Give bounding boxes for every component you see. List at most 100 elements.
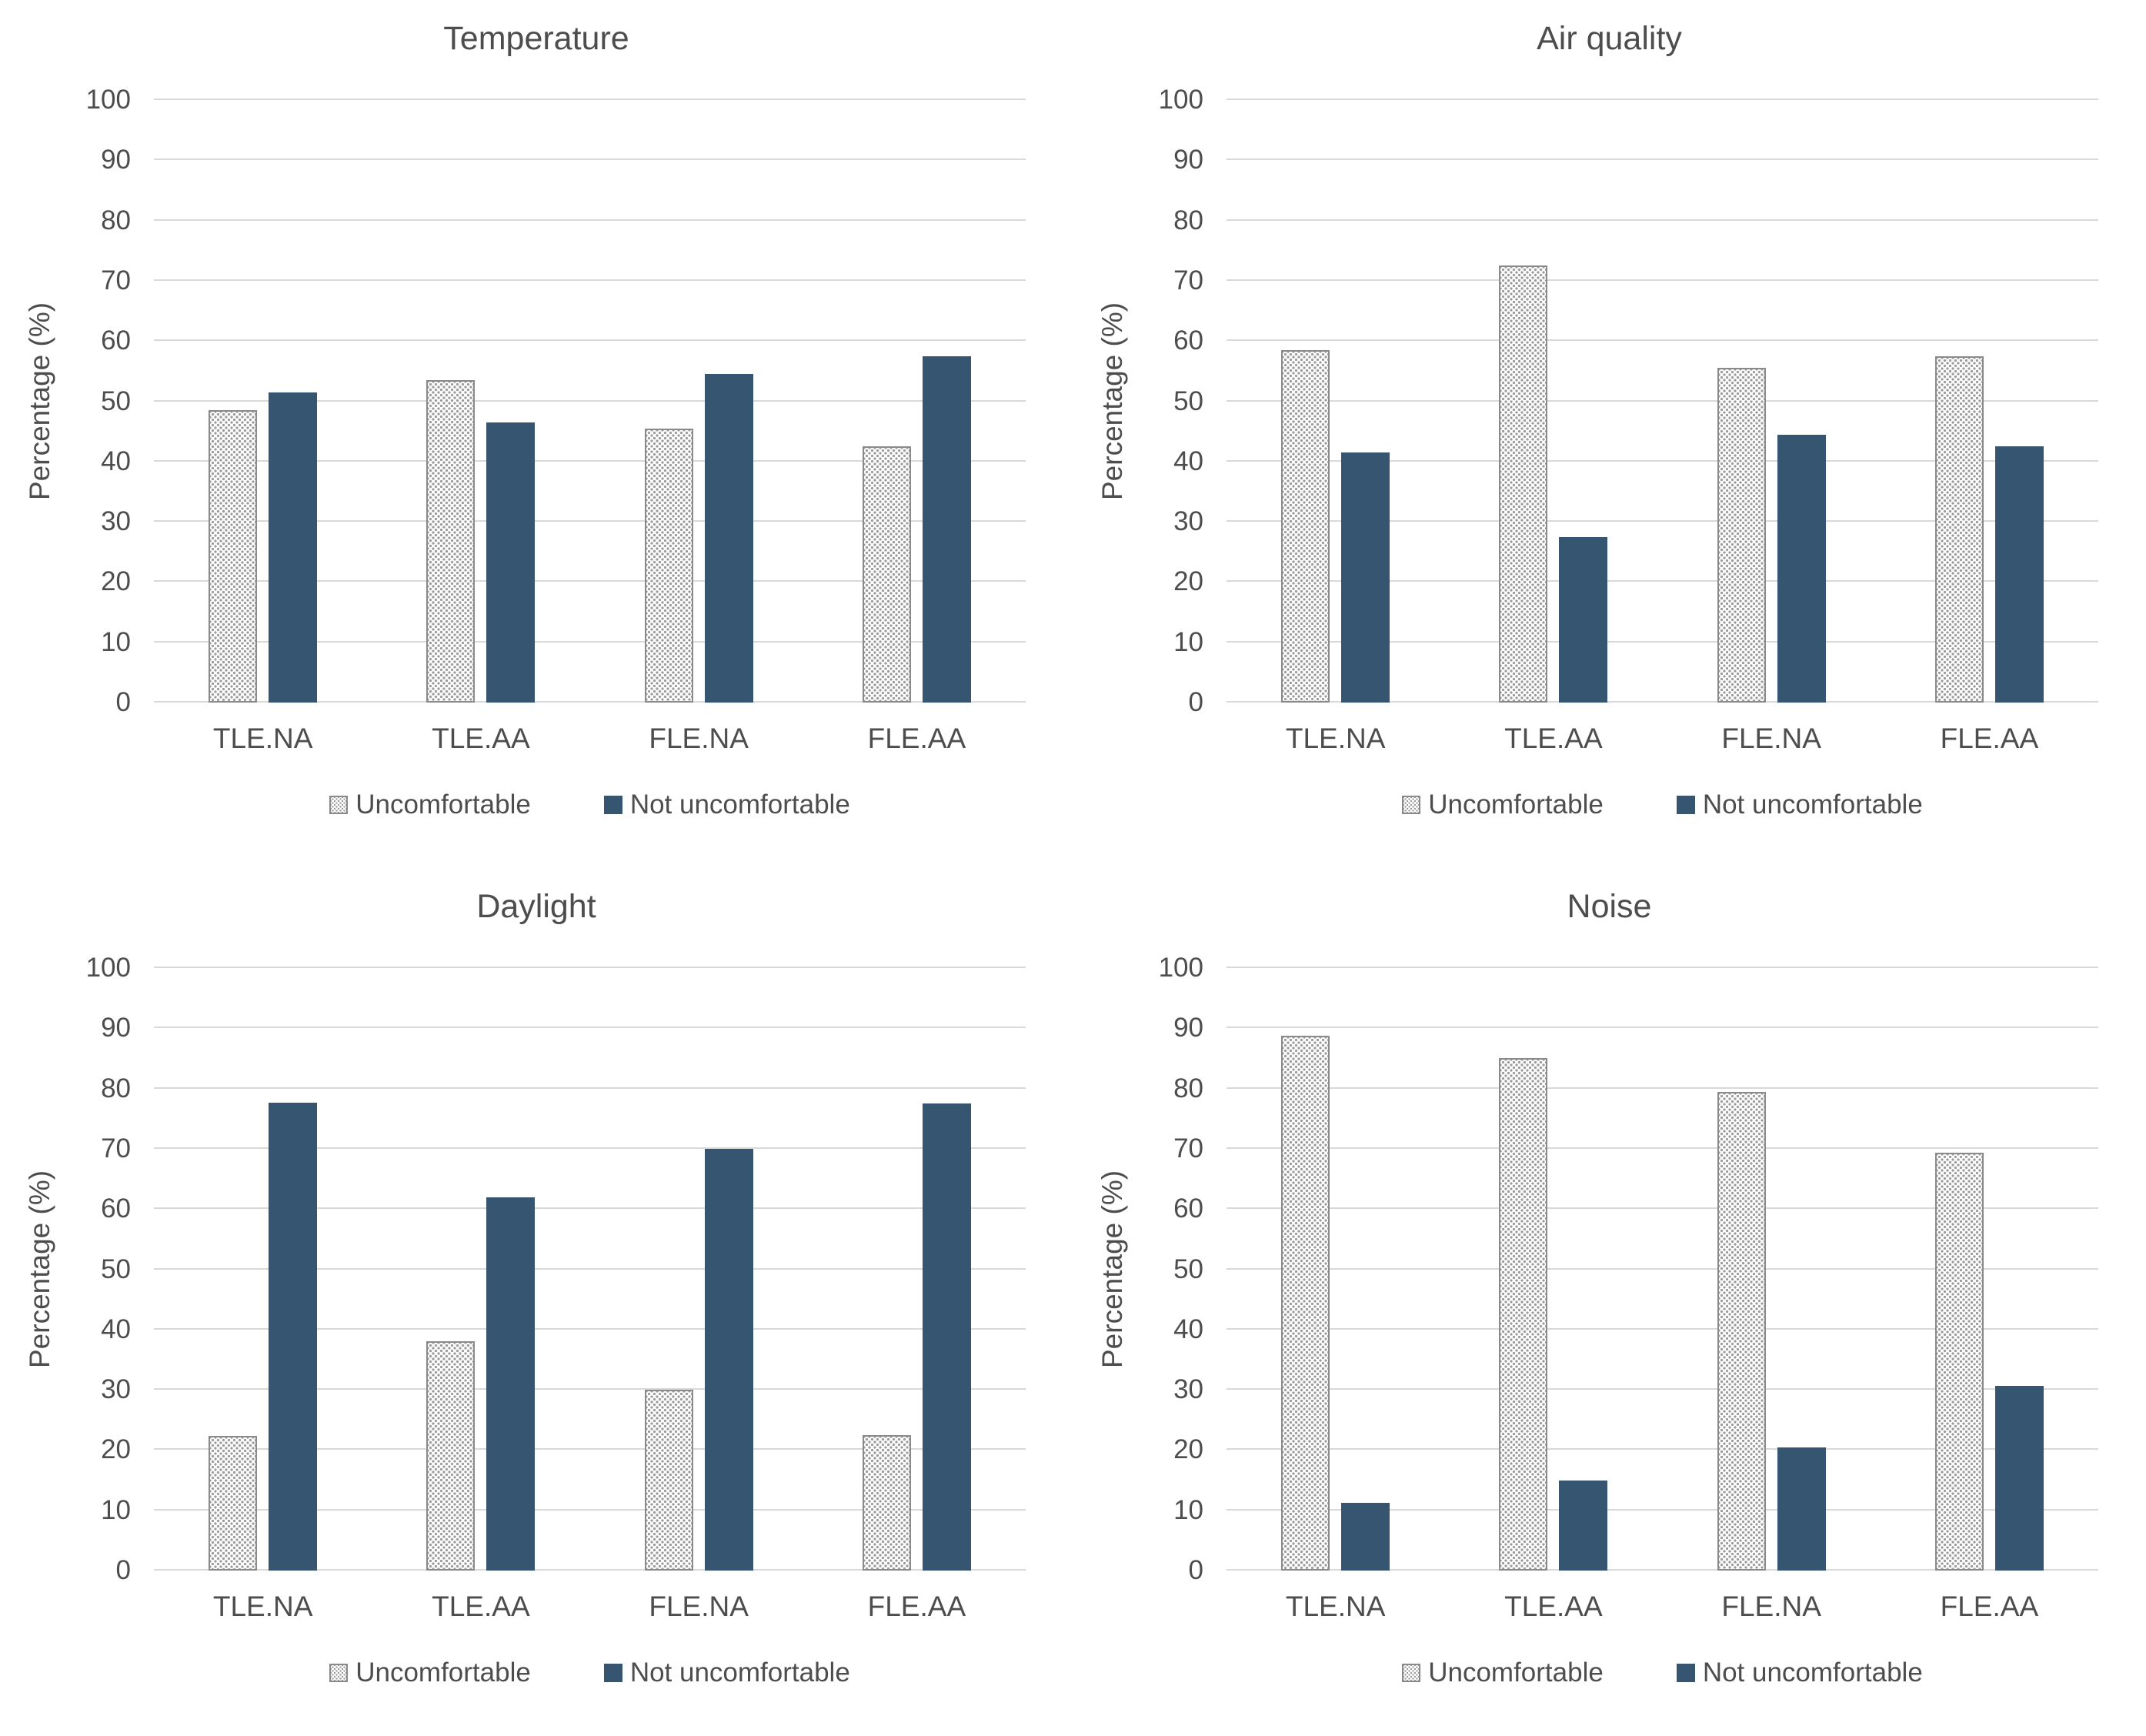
y-tick-label: 0: [115, 687, 131, 717]
bar-uncomfortable-tle-aa: [1499, 1058, 1548, 1571]
legend-item-not-uncomfortable: Not uncomfortable: [1676, 1658, 1923, 1688]
y-tick-label: 20: [101, 566, 131, 597]
bar-not-uncomfortable-fle-aa: [1994, 446, 2044, 703]
grid-line: [154, 1448, 1026, 1451]
bar-uncomfortable-fle-aa: [1934, 356, 1984, 703]
legend-label: Uncomfortable: [355, 1658, 531, 1688]
grid-line: [154, 1207, 1026, 1210]
x-axis-label-tle-na: TLE.NA: [212, 1591, 313, 1622]
chart-panel-temperature: Temperature Percentage (%) 0 10 20 30 40 50 60…: [0, 0, 1073, 868]
bar-uncomfortable-tle-aa: [1499, 265, 1548, 703]
grid-line: [1227, 1267, 2098, 1270]
bar-uncomfortable-fle-na: [1717, 368, 1766, 703]
legend-item-uncomfortable: Uncomfortable: [1402, 790, 1604, 820]
y-tick-label: 10: [1173, 626, 1203, 657]
legend-label: Not uncomfortable: [629, 1658, 850, 1688]
grid-line: [154, 279, 1026, 281]
x-axis-labels: TLE.NA TLE.AA FLE.NA FLE.AA: [1227, 1590, 2098, 1624]
grid-line: [154, 580, 1026, 583]
bar-uncomfortable-fle-aa: [862, 446, 911, 703]
bar-groups: [154, 968, 1026, 1571]
y-tick-label: 20: [1173, 566, 1203, 597]
bar-uncomfortable-fle-na: [644, 1390, 693, 1571]
y-tick-label: 70: [101, 265, 131, 295]
bar-groups: [1227, 968, 2098, 1571]
grid-line: [1227, 459, 2098, 462]
grid-line: [1227, 1388, 2098, 1390]
grid-line: [1227, 1207, 2098, 1210]
y-tick-label: 30: [1173, 506, 1203, 537]
x-axis-label-fle-na: FLE.NA: [1721, 1591, 1821, 1622]
y-tick-label: 80: [101, 1073, 131, 1103]
grid-line: [1227, 701, 2098, 703]
grid-line: [1227, 580, 2098, 583]
bar-not-uncomfortable-tle-na: [1341, 1502, 1390, 1571]
y-tick-label: 40: [101, 446, 131, 476]
y-tick-label: 50: [1173, 1254, 1203, 1284]
legend-label: Uncomfortable: [1428, 790, 1604, 820]
y-tick-label: 90: [101, 1013, 131, 1043]
bar-group-fle-aa: [1881, 968, 2098, 1571]
grid-line: [1227, 966, 2098, 968]
y-tick-label: 100: [85, 85, 131, 115]
y-tick-label: 0: [1188, 687, 1203, 717]
legend-item-not-uncomfortable: Not uncomfortable: [603, 1658, 850, 1688]
bar-group-tle-aa: [1444, 968, 1662, 1571]
legend-item-not-uncomfortable: Not uncomfortable: [603, 790, 850, 820]
x-axis-label-fle-na: FLE.NA: [649, 1591, 749, 1622]
bar-not-uncomfortable-tle-aa: [1559, 536, 1608, 703]
x-axis-labels: TLE.NA TLE.AA FLE.NA FLE.AA: [1227, 722, 2098, 756]
y-tick-label: 30: [1173, 1374, 1203, 1405]
grid-line: [154, 966, 1026, 968]
bar-not-uncomfortable-tle-aa: [486, 1197, 536, 1571]
x-axis-label-fle-na: FLE.NA: [649, 723, 749, 754]
grid-line: [154, 1267, 1026, 1270]
x-axis-label-tle-aa: TLE.AA: [1504, 723, 1603, 754]
grid-line: [1227, 399, 2098, 402]
y-tick-label: 20: [101, 1434, 131, 1465]
grid-line: [1227, 1087, 2098, 1089]
grid-line: [1227, 1448, 2098, 1451]
grid-line: [154, 640, 1026, 643]
y-tick-label: 70: [1173, 1133, 1203, 1163]
y-tick-label: 60: [1173, 326, 1203, 356]
y-tick-label: 10: [101, 626, 131, 657]
y-axis-tick-labels: 0 10 20 30 40 50 60 70 80 90 100: [0, 953, 131, 1585]
x-axis-label-tle-na: TLE.NA: [1285, 723, 1386, 754]
y-tick-label: 10: [101, 1494, 131, 1525]
grid-line: [1227, 339, 2098, 342]
bar-group-fle-aa: [1881, 100, 2098, 703]
bar-uncomfortable-tle-na: [1281, 1036, 1330, 1571]
bar-uncomfortable-tle-na: [209, 410, 258, 703]
legend: Uncomfortable Not uncomfortable: [1227, 790, 2098, 820]
legend-swatch-pattern-icon: [329, 796, 349, 814]
x-axis-label-fle-aa: FLE.AA: [867, 723, 966, 754]
chart-panel-noise: Noise Percentage (%) 0 10 20 30 40 50 60 70 80 90…: [1073, 868, 2146, 1736]
bar-groups: [1227, 100, 2098, 703]
bar-group-tle-aa: [372, 100, 589, 703]
y-tick-label: 0: [115, 1555, 131, 1585]
y-tick-label: 60: [1173, 1194, 1203, 1224]
legend-swatch-solid-icon: [603, 1664, 622, 1682]
grid-line: [154, 339, 1026, 342]
legend-label: Not uncomfortable: [1702, 790, 1923, 820]
y-tick-label: 80: [1173, 205, 1203, 235]
legend-swatch-pattern-icon: [1402, 796, 1421, 814]
grid-line: [154, 459, 1026, 462]
grid-line: [154, 1327, 1026, 1330]
y-tick-label: 40: [1173, 1314, 1203, 1344]
y-tick-label: 30: [101, 506, 131, 537]
bar-group-fle-na: [1663, 968, 1881, 1571]
grid-line: [1227, 98, 2098, 100]
chart-title: Temperature: [443, 20, 629, 57]
legend-swatch-solid-icon: [1676, 1664, 1695, 1682]
x-axis-labels: TLE.NA TLE.AA FLE.NA FLE.AA: [154, 1590, 1026, 1624]
y-tick-label: 50: [101, 1254, 131, 1284]
bar-uncomfortable-fle-na: [644, 428, 693, 703]
grid-line: [1227, 640, 2098, 643]
y-tick-label: 0: [1188, 1555, 1203, 1585]
grid-line: [1227, 1569, 2098, 1571]
y-tick-label: 50: [101, 386, 131, 416]
bar-uncomfortable-fle-aa: [862, 1434, 911, 1571]
chart-title: Noise: [1567, 888, 1652, 925]
